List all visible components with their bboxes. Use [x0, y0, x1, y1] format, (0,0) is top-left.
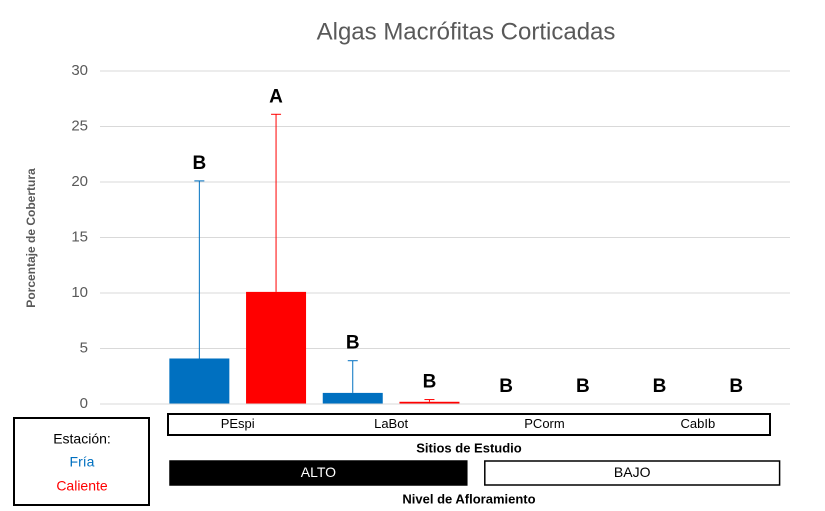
significance-label: B — [576, 376, 590, 397]
x-tick-label: PCorm — [524, 416, 564, 431]
y-axis-label: Porcentaje de Cobertura — [24, 168, 38, 308]
y-tick-label: 0 — [80, 395, 88, 412]
group-box — [484, 460, 781, 486]
y-tick-label: 15 — [71, 228, 88, 245]
legend-entry: Fría — [70, 454, 95, 470]
legend-entry: Caliente — [56, 478, 108, 494]
y-tick-label: 20 — [71, 173, 88, 190]
x-tick-label: CabIb — [681, 416, 716, 431]
group-label: BAJO — [614, 464, 651, 480]
x-tick-label: LaBot — [374, 416, 408, 431]
significance-label: B — [423, 372, 437, 393]
y-tick-label: 25 — [71, 117, 88, 134]
legend-title: Estación: — [53, 431, 111, 447]
significance-label: A — [269, 86, 283, 107]
bar — [246, 291, 307, 404]
significance-label: B — [346, 333, 360, 354]
x-tick-label: PEspi — [221, 416, 255, 431]
chart-title: Algas Macrófitas Corticadas — [317, 18, 616, 45]
significance-label: B — [192, 153, 206, 174]
legend-box — [13, 417, 150, 506]
x-axis-label: Sitios de Estudio — [416, 440, 522, 455]
group-label: ALTO — [301, 464, 336, 480]
category-box — [167, 413, 771, 436]
group-box — [169, 460, 468, 486]
bar — [399, 401, 460, 404]
bar — [169, 358, 230, 404]
groups-label: Nivel de Afloramiento — [402, 491, 535, 506]
significance-label: B — [729, 376, 743, 397]
significance-label: B — [653, 376, 667, 397]
y-tick-label: 10 — [71, 284, 88, 301]
bar — [322, 392, 383, 404]
significance-label: B — [499, 376, 513, 397]
y-tick-label: 30 — [71, 62, 88, 79]
y-tick-label: 5 — [80, 339, 88, 356]
